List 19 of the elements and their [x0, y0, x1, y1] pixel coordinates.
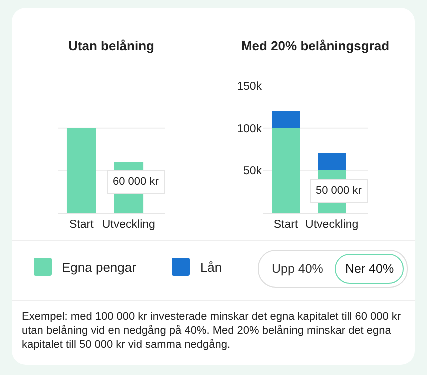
annotation: 50 000 kr: [316, 185, 362, 197]
bar: [318, 154, 346, 171]
y-tick-label: 50k: [243, 166, 262, 178]
y-tick-label: 100k: [237, 123, 262, 136]
legend-label: Egna pengar: [62, 260, 136, 274]
y-tick-label: 150k: [237, 81, 262, 94]
text: Ner 40%: [335, 254, 404, 284]
x-tick-label: Utveckling: [102, 218, 156, 231]
x-tick-label: Start: [274, 218, 299, 231]
chart-title: Med 20% belåningsgrad: [241, 38, 390, 54]
text: Upp 40%: [271, 261, 324, 278]
bar: [272, 128, 300, 213]
chart-title: Utan belåning: [68, 38, 155, 54]
text: Exempel: med 100 000 kr investerade minskar det egna kapitalet till 60 000 kr utan belåning vid en nedgång på 40%. Med 20% belåning minskar det egna kapitalet till 50 000 kr vid samma nedgång.: [22, 310, 402, 352]
x-tick-label: Start: [69, 218, 95, 231]
x-tick-label: Utveckling: [306, 218, 359, 231]
bar: [272, 111, 300, 128]
annotation: 60 000 kr: [113, 176, 160, 188]
legend-label: Lån: [200, 260, 222, 274]
